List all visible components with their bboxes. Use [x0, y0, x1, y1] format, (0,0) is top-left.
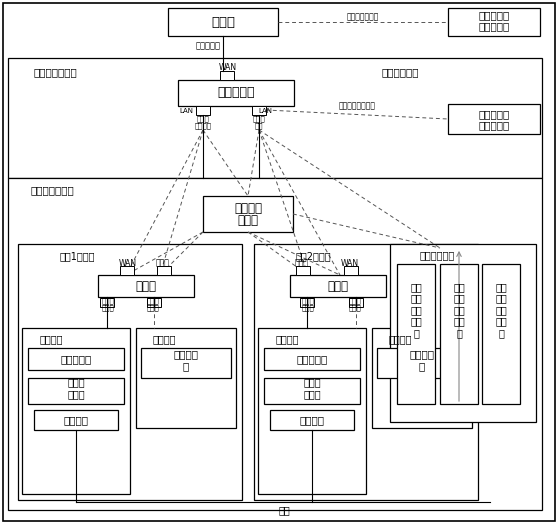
- FancyBboxPatch shape: [28, 348, 124, 370]
- Text: 其它
研发
公共
服务
器: 其它 研发 公共 服务 器: [495, 282, 507, 338]
- Text: 研发服务器: 研发服务器: [296, 354, 328, 364]
- FancyBboxPatch shape: [258, 328, 366, 494]
- FancyBboxPatch shape: [377, 348, 467, 378]
- Text: 云平台内部网络: 云平台内部网络: [30, 185, 74, 195]
- FancyBboxPatch shape: [203, 196, 293, 232]
- Text: 测试子
网网关: 测试子 网网关: [147, 297, 160, 311]
- FancyBboxPatch shape: [482, 264, 520, 404]
- FancyBboxPatch shape: [448, 8, 540, 36]
- Text: 研发子
网网关: 研发子 网网关: [302, 297, 314, 311]
- FancyBboxPatch shape: [28, 378, 124, 404]
- Text: 心跳: 心跳: [278, 505, 290, 515]
- FancyBboxPatch shape: [18, 244, 242, 500]
- Text: 研发子网: 研发子网: [40, 334, 64, 344]
- FancyBboxPatch shape: [270, 410, 354, 430]
- Text: 虚拟机
客户端: 虚拟机 客户端: [303, 377, 321, 399]
- FancyBboxPatch shape: [3, 3, 555, 521]
- Text: 项目1的私网: 项目1的私网: [60, 251, 95, 261]
- FancyBboxPatch shape: [157, 266, 171, 275]
- Text: 云路由: 云路由: [136, 279, 156, 292]
- Text: 云路由: 云路由: [328, 279, 349, 292]
- Text: 测试服务
器: 测试服务 器: [174, 349, 199, 371]
- FancyBboxPatch shape: [34, 410, 118, 430]
- FancyBboxPatch shape: [120, 266, 134, 275]
- FancyBboxPatch shape: [168, 8, 278, 36]
- Text: 控制口: 控制口: [295, 258, 309, 267]
- Text: 监控代理: 监控代理: [300, 415, 325, 425]
- FancyBboxPatch shape: [254, 244, 478, 500]
- Text: 云平台控: 云平台控: [234, 202, 262, 214]
- FancyBboxPatch shape: [372, 328, 472, 428]
- Text: 测试子
网网关: 测试子 网网关: [349, 297, 362, 311]
- Text: 物理路由器: 物理路由器: [217, 86, 255, 100]
- Text: 企业办公环境接入: 企业办公环境接入: [339, 102, 376, 111]
- FancyBboxPatch shape: [8, 58, 542, 178]
- Text: 企业外部研: 企业外部研: [478, 10, 509, 20]
- Text: 互联网宽带接入: 互联网宽带接入: [347, 13, 379, 21]
- Text: 资源池
外网网关: 资源池 外网网关: [195, 115, 211, 129]
- Text: 研发子
网网关: 研发子 网网关: [102, 297, 114, 311]
- Text: 测试子网: 测试子网: [389, 334, 412, 344]
- Text: 互联网: 互联网: [211, 16, 235, 28]
- FancyBboxPatch shape: [178, 80, 294, 106]
- FancyBboxPatch shape: [98, 275, 194, 297]
- Text: 控制口: 控制口: [156, 258, 170, 267]
- FancyBboxPatch shape: [100, 298, 114, 307]
- Text: 发终端电脑: 发终端电脑: [478, 21, 509, 31]
- FancyBboxPatch shape: [136, 328, 236, 428]
- FancyBboxPatch shape: [196, 106, 210, 115]
- Text: 发终端电脑: 发终端电脑: [478, 120, 509, 130]
- FancyBboxPatch shape: [290, 275, 386, 297]
- FancyBboxPatch shape: [440, 264, 478, 404]
- FancyBboxPatch shape: [252, 106, 266, 115]
- Text: 监控代理: 监控代理: [64, 415, 89, 425]
- Text: 办公网
网关: 办公网 网关: [253, 115, 266, 129]
- Text: LAN: LAN: [179, 108, 193, 114]
- Text: 互联网进线: 互联网进线: [195, 41, 220, 50]
- Text: 研发服务器: 研发服务器: [60, 354, 92, 364]
- FancyBboxPatch shape: [390, 244, 536, 422]
- FancyBboxPatch shape: [264, 348, 360, 370]
- FancyBboxPatch shape: [296, 266, 310, 275]
- Text: WAN: WAN: [219, 63, 237, 72]
- Text: 制节点: 制节点: [238, 213, 258, 226]
- Text: 企业办公网络: 企业办公网络: [381, 67, 418, 77]
- FancyBboxPatch shape: [397, 264, 435, 404]
- FancyBboxPatch shape: [264, 378, 360, 404]
- Text: 项目2的私网: 项目2的私网: [296, 251, 331, 261]
- FancyBboxPatch shape: [344, 266, 358, 275]
- Text: 企业内部研: 企业内部研: [478, 109, 509, 119]
- FancyBboxPatch shape: [349, 298, 363, 307]
- Text: 企业
身份
认证
服务
器: 企业 身份 认证 服务 器: [410, 282, 422, 338]
- Text: WAN: WAN: [341, 258, 359, 267]
- Text: 研发子网: 研发子网: [276, 334, 300, 344]
- FancyBboxPatch shape: [141, 348, 231, 378]
- Text: LAN: LAN: [258, 108, 272, 114]
- FancyBboxPatch shape: [220, 71, 234, 80]
- Text: 虚拟机
客户端: 虚拟机 客户端: [67, 377, 85, 399]
- FancyBboxPatch shape: [147, 298, 161, 307]
- Text: 安全
控制
中心
服务
器: 安全 控制 中心 服务 器: [453, 282, 465, 338]
- FancyBboxPatch shape: [22, 328, 130, 494]
- Text: 公共服务网络: 公共服务网络: [420, 250, 455, 260]
- Text: 测试子网: 测试子网: [153, 334, 176, 344]
- Text: 企业内部局域网: 企业内部局域网: [33, 67, 77, 77]
- FancyBboxPatch shape: [448, 104, 540, 134]
- FancyBboxPatch shape: [300, 298, 314, 307]
- Text: WAN: WAN: [119, 258, 137, 267]
- FancyBboxPatch shape: [8, 178, 542, 510]
- Text: 测试服务
器: 测试服务 器: [410, 349, 435, 371]
